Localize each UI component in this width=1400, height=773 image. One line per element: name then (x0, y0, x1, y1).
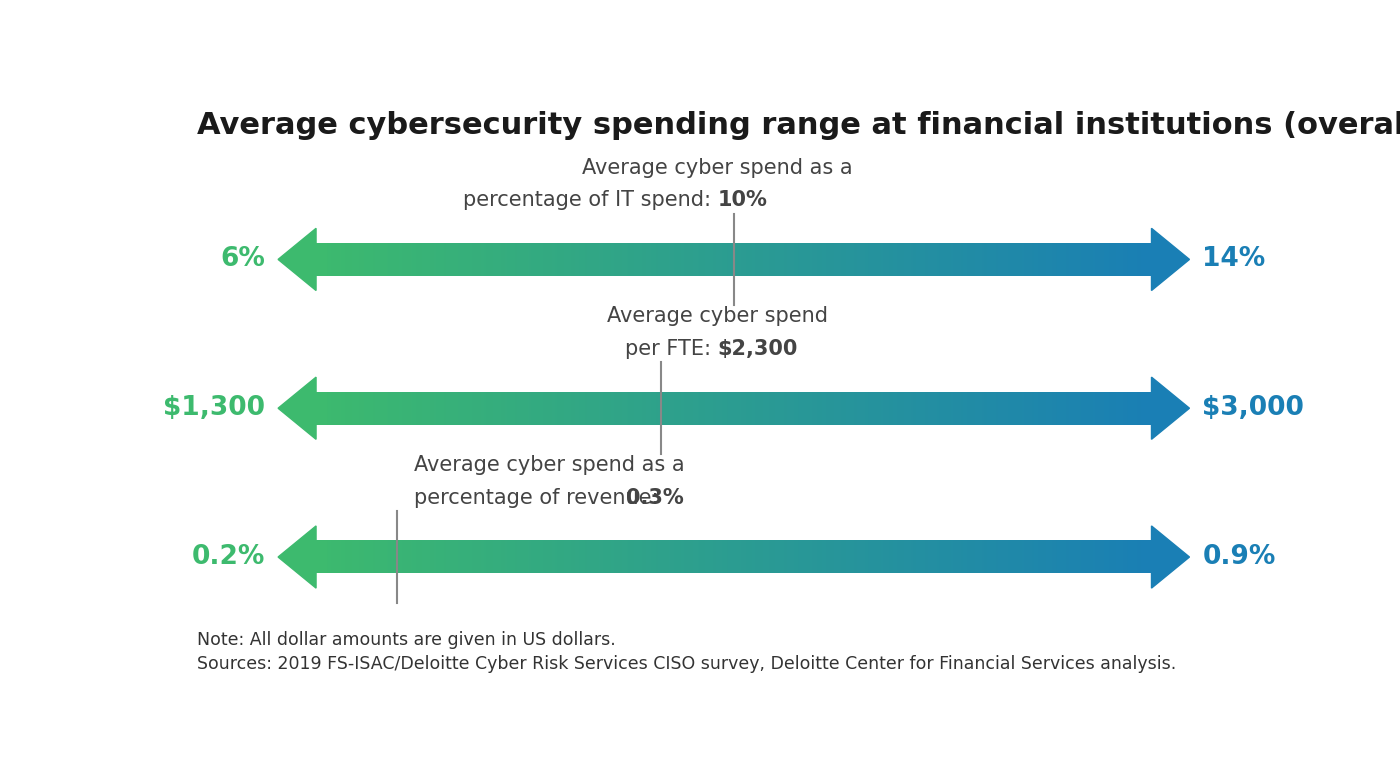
Text: Average cyber spend: Average cyber spend (608, 306, 827, 326)
Text: percentage of IT spend:: percentage of IT spend: (463, 190, 717, 210)
Text: per FTE:: per FTE: (624, 339, 717, 359)
Text: Sources: 2019 FS-ISAC/Deloitte Cyber Risk Services CISO survey, Deloitte Center : Sources: 2019 FS-ISAC/Deloitte Cyber Ris… (196, 655, 1176, 673)
Polygon shape (279, 377, 316, 439)
Polygon shape (279, 228, 316, 291)
Polygon shape (279, 526, 316, 588)
Bar (1141, 392, 1156, 424)
Text: $1,300: $1,300 (162, 395, 265, 421)
Polygon shape (1151, 526, 1190, 588)
Text: 0.3%: 0.3% (626, 488, 683, 508)
Text: Average cyber spend as a: Average cyber spend as a (582, 158, 853, 178)
Text: Average cyber spend as a: Average cyber spend as a (414, 455, 685, 475)
Polygon shape (1151, 377, 1190, 439)
Text: $3,000: $3,000 (1203, 395, 1305, 421)
Text: $2,300: $2,300 (717, 339, 798, 359)
Text: 0.9%: 0.9% (1203, 544, 1275, 570)
Polygon shape (1151, 228, 1190, 291)
Text: 0.2%: 0.2% (192, 544, 265, 570)
Bar (1141, 540, 1156, 574)
Text: 6%: 6% (220, 247, 265, 272)
Bar (311, 392, 328, 424)
Text: 14%: 14% (1203, 247, 1266, 272)
Text: Average cybersecurity spending range at financial institutions (overall sample): Average cybersecurity spending range at … (196, 111, 1400, 140)
Text: percentage of revenue:: percentage of revenue: (414, 488, 665, 508)
Bar (311, 243, 328, 276)
Bar (311, 540, 328, 574)
Text: 10%: 10% (717, 190, 767, 210)
Bar (1141, 243, 1156, 276)
Text: Note: All dollar amounts are given in US dollars.: Note: All dollar amounts are given in US… (196, 632, 616, 649)
